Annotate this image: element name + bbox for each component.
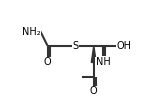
- Text: O: O: [101, 57, 109, 67]
- Text: O: O: [44, 57, 51, 67]
- Text: O: O: [90, 86, 98, 96]
- Text: NH₂: NH₂: [21, 27, 40, 37]
- Text: S: S: [72, 41, 78, 51]
- Polygon shape: [91, 46, 96, 62]
- Text: NH: NH: [96, 57, 110, 67]
- Text: OH: OH: [117, 41, 132, 51]
